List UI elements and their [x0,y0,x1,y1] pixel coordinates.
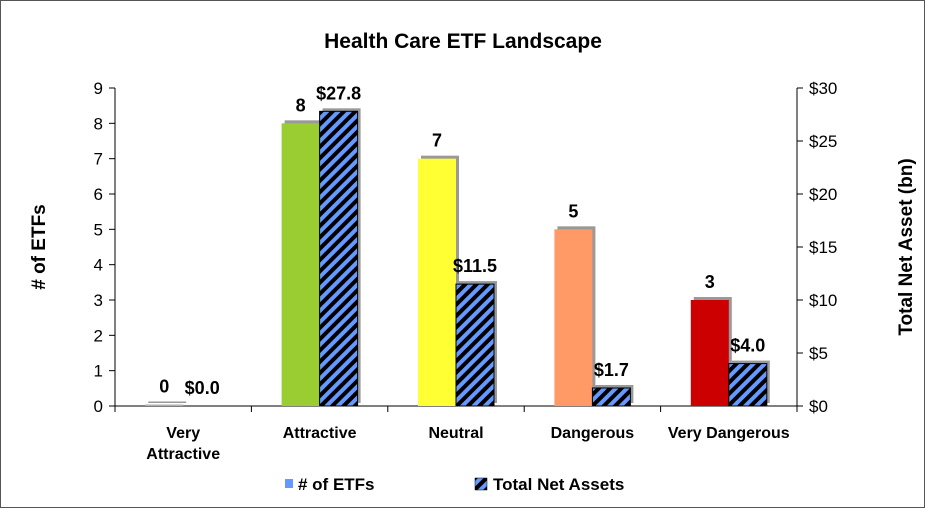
etf-count-bar [145,404,184,406]
plot-area: 0 1 2 3 4 5 6 7 8 9 $0 $5 $10 $15 $20 $25 $30 # of ETFs To… [29,79,917,463]
etf-count-bar [554,229,593,406]
left-tick-label: 3 [94,291,103,310]
net-assets-label: $0.0 [185,378,220,398]
etf-count-label: 8 [296,95,306,115]
net-assets-bar [728,363,768,407]
etf-count-bar [690,300,729,406]
net-assets-bar [591,387,631,407]
right-tick-label: $5 [809,344,828,363]
left-tick-label: 6 [94,185,103,204]
category-label: Dangerous [551,425,635,442]
legend-label-net-assets: Total Net Assets [493,475,624,494]
etf-count-bar [281,123,320,406]
category-label: Very Attractive [146,425,220,463]
right-tick-label: $25 [809,132,837,151]
right-tick-label: $30 [809,79,837,98]
chart-title: Health Care ETF Landscape [324,30,602,53]
etf-count-label: 7 [432,131,442,151]
right-tick-label: $0 [809,397,828,416]
right-tick-label: $10 [809,291,837,310]
left-tick-label: 0 [94,397,103,416]
net-assets-bar [455,283,495,407]
left-tick-label: 7 [94,150,103,169]
net-assets-label: $11.5 [453,256,497,276]
etf-count-label: 3 [705,272,715,292]
left-tick-label: 4 [94,256,103,275]
left-tick-label: 2 [94,326,103,345]
right-tick-label: $15 [809,238,837,257]
net-assets-label: $27.8 [316,83,361,103]
legend-swatch-net-assets [474,477,488,491]
left-tick-label: 1 [94,362,103,381]
legend-swatch-etf-count [285,479,293,488]
net-assets-label: $4.0 [730,336,765,356]
etf-count-label: 5 [568,201,578,221]
net-assets-label: $1.7 [594,360,629,380]
left-tick-label: 8 [94,114,103,133]
etf-count-label: 0 [159,377,169,397]
etf-count-bar [418,158,456,406]
legend-label-etf-count: # of ETFs [298,475,375,494]
right-tick-label: $20 [809,185,837,204]
left-tick-label: 9 [94,79,103,98]
left-axis-title: # of ETFs [29,204,50,290]
right-axis-title: Total Net Asset (bn) [896,158,917,335]
category-label: Very Dangerous [668,425,790,442]
etf-count-bar-shadow [148,401,187,403]
left-tick-label: 5 [94,220,103,239]
net-assets-bar [319,110,359,407]
category-label: Neutral [428,425,483,442]
legend: # of ETFs Total Net Assets [285,475,624,494]
category-label: Attractive [283,425,357,442]
